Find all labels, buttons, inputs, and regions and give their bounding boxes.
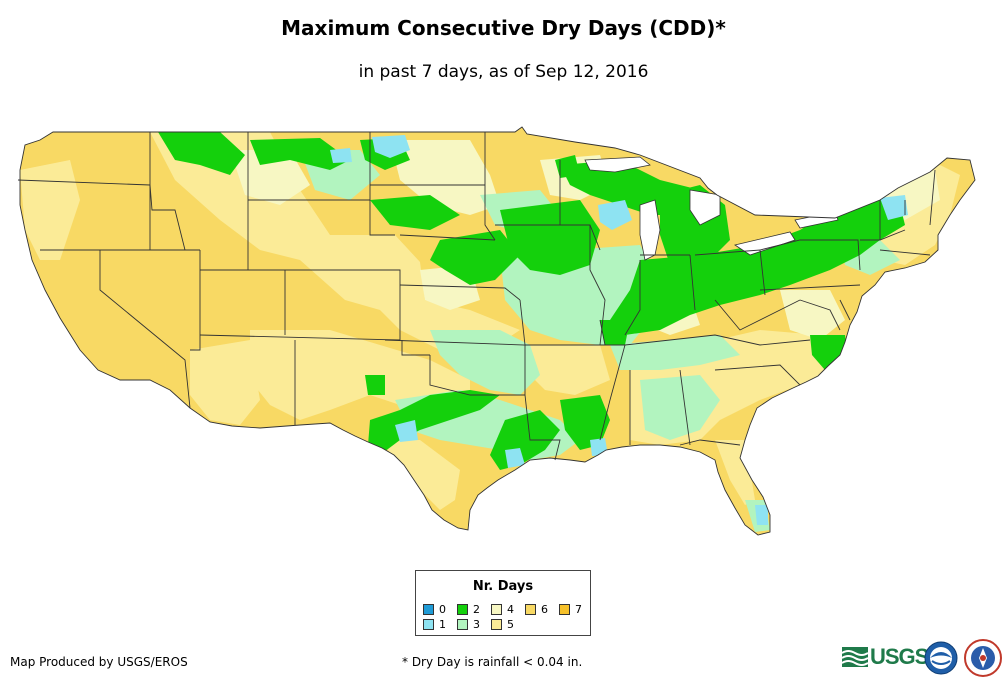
- usgs-logo: USGS: [842, 644, 929, 670]
- legend-title: Nr. Days: [472, 579, 534, 594]
- legend-label-6: 6: [541, 603, 548, 616]
- legend-label-3: 3: [473, 618, 480, 631]
- legend-swatch-5: [491, 619, 502, 630]
- state-boundaries: [17, 126, 976, 536]
- legend-label-0: 0: [439, 603, 446, 616]
- legend-swatch-1: [423, 619, 434, 630]
- map-credit: Map Produced by USGS/EROS: [10, 655, 188, 669]
- legend-swatch-7: [559, 604, 570, 615]
- usgs-logo-text: USGS: [870, 644, 929, 669]
- legend-swatch-0: [423, 604, 434, 615]
- legend-swatch-6: [525, 604, 536, 615]
- legend-label-1: 1: [439, 618, 446, 631]
- legend-label-5: 5: [507, 618, 514, 631]
- legend-item-6: 6: [525, 604, 548, 615]
- legend-label-2: 2: [473, 603, 480, 616]
- map-title: Maximum Consecutive Dry Days (CDD)*: [281, 16, 726, 40]
- us-dry-days-map: [17, 126, 976, 536]
- legend-swatch-2: [457, 604, 468, 615]
- map-legend: Nr. Days 0 1 2 3 4 5 6 7: [415, 570, 591, 636]
- legend-label-4: 4: [507, 603, 514, 616]
- legend-swatch-3: [457, 619, 468, 630]
- legend-item-1: 1: [423, 619, 446, 630]
- region-1-day: [330, 135, 908, 525]
- dry-day-footnote: * Dry Day is rainfall < 0.04 in.: [402, 655, 583, 669]
- noaa-seal-icon: [924, 641, 958, 675]
- legend-label-7: 7: [575, 603, 582, 616]
- map-subtitle: in past 7 days, as of Sep 12, 2016: [358, 62, 649, 82]
- legend-item-7: 7: [559, 604, 582, 615]
- usgs-wave-icon: [842, 647, 868, 667]
- legend-swatch-4: [491, 604, 502, 615]
- legend-item-0: 0: [423, 604, 446, 615]
- legend-item-3: 3: [457, 619, 480, 630]
- nws-seal-icon: [964, 639, 1002, 677]
- legend-item-5: 5: [491, 619, 514, 630]
- legend-item-2: 2: [457, 604, 480, 615]
- legend-item-4: 4: [491, 604, 514, 615]
